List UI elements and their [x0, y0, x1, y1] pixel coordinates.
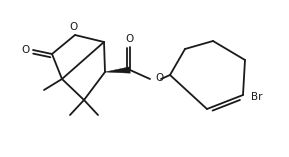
- Text: O: O: [22, 45, 30, 55]
- Polygon shape: [105, 67, 130, 73]
- Text: O: O: [155, 73, 163, 83]
- Text: O: O: [125, 34, 133, 44]
- Text: Br: Br: [251, 92, 262, 102]
- Text: O: O: [69, 22, 77, 32]
